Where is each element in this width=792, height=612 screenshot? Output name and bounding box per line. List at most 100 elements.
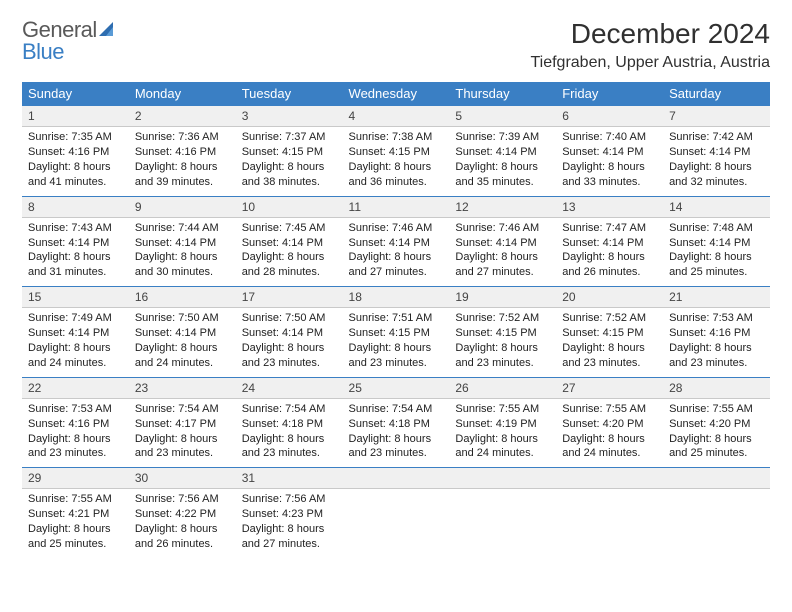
daylight-text: Daylight: 8 hours bbox=[135, 160, 230, 175]
daylight-text: Daylight: 8 hours bbox=[669, 250, 764, 265]
sunset-text: Sunset: 4:14 PM bbox=[562, 236, 657, 251]
daylight-text: Daylight: 8 hours bbox=[349, 341, 444, 356]
daylight-text: Daylight: 8 hours bbox=[455, 432, 550, 447]
day-content-cell: Sunrise: 7:50 AMSunset: 4:14 PMDaylight:… bbox=[236, 308, 343, 377]
daylight-text: and 27 minutes. bbox=[349, 265, 444, 280]
day-content-cell: Sunrise: 7:35 AMSunset: 4:16 PMDaylight:… bbox=[22, 127, 129, 196]
daylight-text: and 27 minutes. bbox=[455, 265, 550, 280]
sunset-text: Sunset: 4:16 PM bbox=[28, 417, 123, 432]
day-number-cell: 24 bbox=[236, 377, 343, 398]
sunrise-text: Sunrise: 7:45 AM bbox=[242, 221, 337, 236]
daylight-text: and 30 minutes. bbox=[135, 265, 230, 280]
daylight-text: Daylight: 8 hours bbox=[135, 522, 230, 537]
daylight-text: and 28 minutes. bbox=[242, 265, 337, 280]
daylight-text: and 23 minutes. bbox=[669, 356, 764, 371]
weekday-header: Sunday bbox=[22, 82, 129, 106]
sunrise-text: Sunrise: 7:52 AM bbox=[455, 311, 550, 326]
calendar-body: 1234567Sunrise: 7:35 AMSunset: 4:16 PMDa… bbox=[22, 106, 770, 558]
sunset-text: Sunset: 4:14 PM bbox=[349, 236, 444, 251]
sunset-text: Sunset: 4:15 PM bbox=[455, 326, 550, 341]
daylight-text: Daylight: 8 hours bbox=[455, 250, 550, 265]
day-number-cell: 22 bbox=[22, 377, 129, 398]
page-header: General Blue December 2024 Tiefgraben, U… bbox=[22, 18, 770, 72]
calendar-head: Sunday Monday Tuesday Wednesday Thursday… bbox=[22, 82, 770, 106]
sunrise-text: Sunrise: 7:55 AM bbox=[669, 402, 764, 417]
sunrise-text: Sunrise: 7:37 AM bbox=[242, 130, 337, 145]
daylight-text: Daylight: 8 hours bbox=[562, 160, 657, 175]
daynum-row: 1234567 bbox=[22, 106, 770, 127]
day-number-cell: 26 bbox=[449, 377, 556, 398]
day-number-cell: 15 bbox=[22, 287, 129, 308]
sunrise-text: Sunrise: 7:50 AM bbox=[242, 311, 337, 326]
day-content-cell: Sunrise: 7:38 AMSunset: 4:15 PMDaylight:… bbox=[343, 127, 450, 196]
daylight-text: and 23 minutes. bbox=[242, 446, 337, 461]
day-content-cell: Sunrise: 7:53 AMSunset: 4:16 PMDaylight:… bbox=[22, 398, 129, 467]
sunset-text: Sunset: 4:14 PM bbox=[242, 236, 337, 251]
day-number-cell: 1 bbox=[22, 106, 129, 127]
content-row: Sunrise: 7:55 AMSunset: 4:21 PMDaylight:… bbox=[22, 489, 770, 558]
daylight-text: Daylight: 8 hours bbox=[349, 160, 444, 175]
weekday-row: Sunday Monday Tuesday Wednesday Thursday… bbox=[22, 82, 770, 106]
daylight-text: Daylight: 8 hours bbox=[669, 341, 764, 356]
sunset-text: Sunset: 4:16 PM bbox=[135, 145, 230, 160]
sunset-text: Sunset: 4:18 PM bbox=[349, 417, 444, 432]
daylight-text: and 24 minutes. bbox=[28, 356, 123, 371]
day-number-cell: 2 bbox=[129, 106, 236, 127]
day-number-cell: 5 bbox=[449, 106, 556, 127]
daylight-text: and 38 minutes. bbox=[242, 175, 337, 190]
daylight-text: and 24 minutes. bbox=[135, 356, 230, 371]
day-number-cell bbox=[556, 468, 663, 489]
day-content-cell: Sunrise: 7:50 AMSunset: 4:14 PMDaylight:… bbox=[129, 308, 236, 377]
daylight-text: and 23 minutes. bbox=[349, 356, 444, 371]
month-title: December 2024 bbox=[530, 18, 770, 50]
sunrise-text: Sunrise: 7:54 AM bbox=[349, 402, 444, 417]
sunset-text: Sunset: 4:22 PM bbox=[135, 507, 230, 522]
day-number-cell: 12 bbox=[449, 196, 556, 217]
content-row: Sunrise: 7:43 AMSunset: 4:14 PMDaylight:… bbox=[22, 217, 770, 286]
content-row: Sunrise: 7:35 AMSunset: 4:16 PMDaylight:… bbox=[22, 127, 770, 196]
day-content-cell: Sunrise: 7:55 AMSunset: 4:20 PMDaylight:… bbox=[663, 398, 770, 467]
day-number-cell: 3 bbox=[236, 106, 343, 127]
daylight-text: and 25 minutes. bbox=[669, 446, 764, 461]
sunset-text: Sunset: 4:18 PM bbox=[242, 417, 337, 432]
sunrise-text: Sunrise: 7:51 AM bbox=[349, 311, 444, 326]
sunrise-text: Sunrise: 7:46 AM bbox=[455, 221, 550, 236]
day-content-cell: Sunrise: 7:53 AMSunset: 4:16 PMDaylight:… bbox=[663, 308, 770, 377]
sunset-text: Sunset: 4:14 PM bbox=[562, 145, 657, 160]
day-number-cell: 27 bbox=[556, 377, 663, 398]
day-number-cell: 18 bbox=[343, 287, 450, 308]
day-number-cell: 28 bbox=[663, 377, 770, 398]
day-number-cell: 25 bbox=[343, 377, 450, 398]
day-content-cell: Sunrise: 7:44 AMSunset: 4:14 PMDaylight:… bbox=[129, 217, 236, 286]
sunset-text: Sunset: 4:14 PM bbox=[242, 326, 337, 341]
day-number-cell: 9 bbox=[129, 196, 236, 217]
daylight-text: and 33 minutes. bbox=[562, 175, 657, 190]
day-content-cell: Sunrise: 7:55 AMSunset: 4:20 PMDaylight:… bbox=[556, 398, 663, 467]
day-number-cell: 17 bbox=[236, 287, 343, 308]
daylight-text: and 26 minutes. bbox=[135, 537, 230, 552]
daylight-text: Daylight: 8 hours bbox=[28, 341, 123, 356]
sunrise-text: Sunrise: 7:56 AM bbox=[242, 492, 337, 507]
day-number-cell: 30 bbox=[129, 468, 236, 489]
daylight-text: and 39 minutes. bbox=[135, 175, 230, 190]
day-content-cell: Sunrise: 7:54 AMSunset: 4:17 PMDaylight:… bbox=[129, 398, 236, 467]
sunset-text: Sunset: 4:14 PM bbox=[135, 326, 230, 341]
daylight-text: Daylight: 8 hours bbox=[349, 250, 444, 265]
daylight-text: and 35 minutes. bbox=[455, 175, 550, 190]
day-content-cell: Sunrise: 7:42 AMSunset: 4:14 PMDaylight:… bbox=[663, 127, 770, 196]
daynum-row: 22232425262728 bbox=[22, 377, 770, 398]
daylight-text: Daylight: 8 hours bbox=[135, 250, 230, 265]
weekday-header: Friday bbox=[556, 82, 663, 106]
day-content-cell: Sunrise: 7:46 AMSunset: 4:14 PMDaylight:… bbox=[343, 217, 450, 286]
sunrise-text: Sunrise: 7:55 AM bbox=[28, 492, 123, 507]
daylight-text: Daylight: 8 hours bbox=[562, 432, 657, 447]
weekday-header: Wednesday bbox=[343, 82, 450, 106]
logo-text: General Blue bbox=[22, 20, 119, 63]
day-number-cell: 6 bbox=[556, 106, 663, 127]
daylight-text: Daylight: 8 hours bbox=[28, 522, 123, 537]
weekday-header: Saturday bbox=[663, 82, 770, 106]
weekday-header: Thursday bbox=[449, 82, 556, 106]
day-content-cell: Sunrise: 7:56 AMSunset: 4:23 PMDaylight:… bbox=[236, 489, 343, 558]
day-number-cell bbox=[663, 468, 770, 489]
day-content-cell: Sunrise: 7:43 AMSunset: 4:14 PMDaylight:… bbox=[22, 217, 129, 286]
